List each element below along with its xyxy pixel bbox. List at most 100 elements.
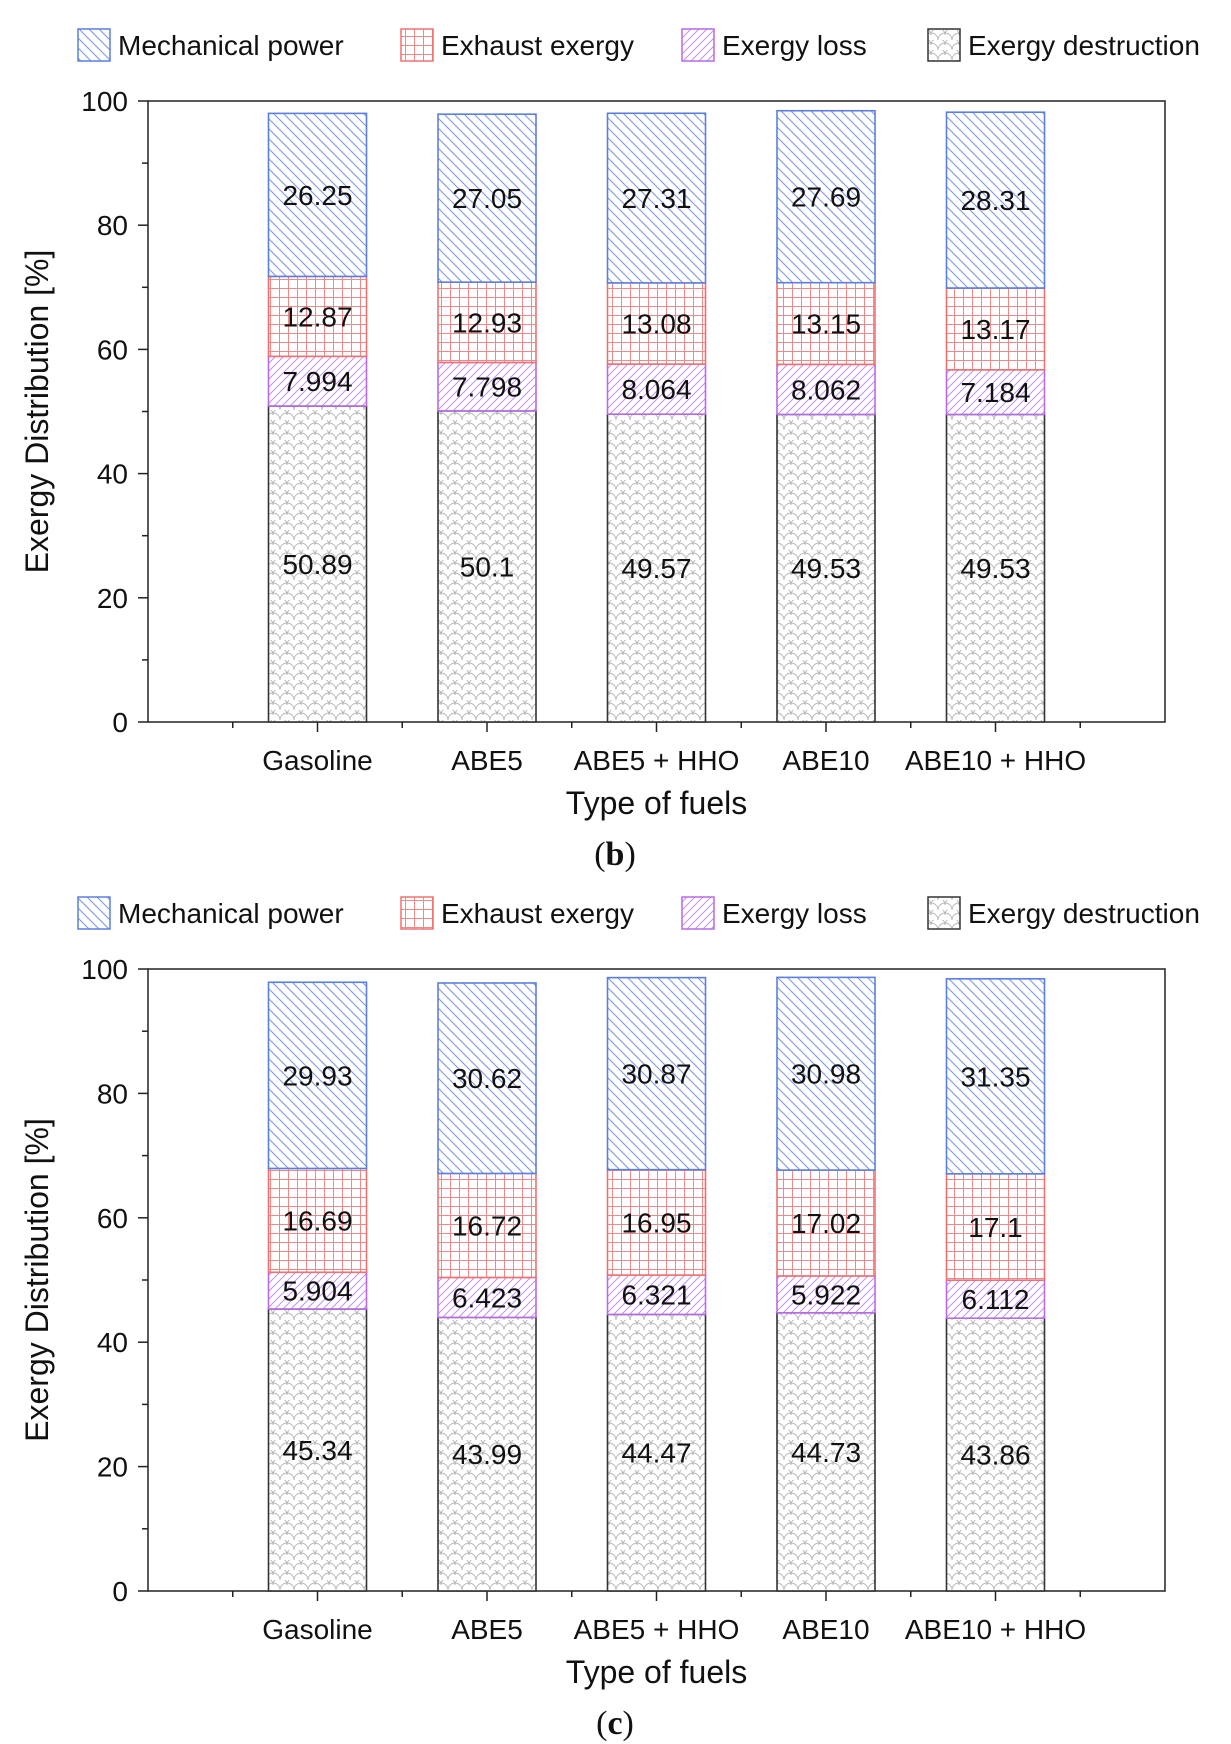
data-label-destruction-abe10-hho-c: 43.86 xyxy=(960,1440,1030,1471)
data-label-exhaust-abe10-c: 17.02 xyxy=(791,1208,861,1239)
bar-mechanical-abe10-hho-b xyxy=(945,111,1046,289)
bar-mechanical-gasoline-b xyxy=(267,112,368,278)
panel-label-c: (c) xyxy=(596,1705,634,1742)
legend-swatch-loss-c xyxy=(681,896,715,930)
y-tick-label-0-c: 0 xyxy=(112,1576,128,1607)
bar-destruction-abe10-c xyxy=(776,1311,876,1592)
y-tick-label-100-c: 100 xyxy=(81,954,128,985)
data-label-exhaust-gasoline-b: 12.87 xyxy=(282,301,352,332)
bar-exhaust-abe10-hho-b xyxy=(945,287,1046,371)
y-axis-label-b: Exergy Distribution [%] xyxy=(19,250,55,574)
data-label-loss-abe10-hho-c: 6.112 xyxy=(962,1284,1030,1315)
bar-exhaust-abe10-c xyxy=(776,1169,876,1277)
legend-swatch-mechanical-c xyxy=(77,896,111,930)
data-label-mechanical-abe10-c: 30.98 xyxy=(791,1059,861,1090)
data-label-loss-abe10-c: 5.922 xyxy=(791,1279,861,1310)
data-label-mechanical-gasoline-b: 26.25 xyxy=(282,180,352,211)
data-label-mechanical-abe10-hho-c: 31.35 xyxy=(960,1061,1030,1092)
y-tick-label-60-c: 60 xyxy=(97,1203,128,1234)
x-tick-label-abe10-c: ABE10 xyxy=(782,1614,869,1645)
bar-mechanical-abe10-b xyxy=(776,109,876,284)
bar-destruction-gasoline-b xyxy=(267,405,368,723)
panel-label-b: (b) xyxy=(594,836,636,873)
data-label-exhaust-abe10-b: 13.15 xyxy=(791,309,861,340)
data-label-mechanical-abe10-hho-b: 28.31 xyxy=(960,185,1030,216)
bar-exhaust-abe10-b xyxy=(776,281,876,366)
data-label-destruction-gasoline-b: 50.89 xyxy=(282,549,352,580)
data-label-exhaust-abe10-hho-b: 13.17 xyxy=(960,314,1030,345)
data-label-destruction-abe5-hho-b: 49.57 xyxy=(621,553,691,584)
x-tick-label-gasoline-b: Gasoline xyxy=(262,745,373,776)
legend-label-loss-b: Exergy loss xyxy=(722,30,867,61)
x-tick-label-abe5-hho-c: ABE5 + HHO xyxy=(574,1614,740,1645)
bar-destruction-abe10-b xyxy=(776,413,876,723)
data-label-loss-abe10-hho-b: 7.184 xyxy=(960,377,1030,408)
y-tick-label-80-c: 80 xyxy=(97,1078,128,1109)
data-label-exhaust-abe10-hho-c: 17.1 xyxy=(968,1212,1023,1243)
data-label-destruction-gasoline-c: 45.34 xyxy=(282,1435,352,1466)
legend-label-exhaust-c: Exhaust exergy xyxy=(441,898,634,929)
data-label-loss-abe5-b: 7.798 xyxy=(452,372,522,403)
legend-swatch-exhaust-b xyxy=(400,28,434,62)
bar-destruction-abe5-b xyxy=(437,410,537,723)
data-label-mechanical-abe5-hho-c: 30.87 xyxy=(621,1059,691,1090)
data-label-exhaust-abe5-hho-c: 16.95 xyxy=(621,1207,691,1238)
data-label-mechanical-abe10-b: 27.69 xyxy=(791,182,861,213)
y-tick-label-20-b: 20 xyxy=(97,583,128,614)
y-tick-label-100-b: 100 xyxy=(81,86,128,117)
legend-label-exhaust-b: Exhaust exergy xyxy=(441,30,634,61)
legend-label-mechanical-c: Mechanical power xyxy=(118,898,344,929)
legend-swatch-destruction-c xyxy=(927,896,961,930)
data-label-destruction-abe5-b: 50.1 xyxy=(460,551,515,582)
bar-loss-abe10-hho-b xyxy=(945,369,1046,416)
bar-loss-gasoline-c xyxy=(267,1271,368,1310)
bar-exhaust-gasoline-c xyxy=(267,1167,368,1274)
x-tick-label-gasoline-c: Gasoline xyxy=(262,1614,373,1645)
data-label-loss-abe5-c: 6.423 xyxy=(452,1282,522,1313)
bar-mechanical-abe5-hho-b xyxy=(606,112,707,284)
legend-swatch-mechanical-b xyxy=(77,28,111,62)
legend-swatch-destruction-b xyxy=(927,28,961,62)
bar-loss-abe5-c xyxy=(437,1276,537,1319)
bar-mechanical-gasoline-c xyxy=(267,981,368,1170)
data-label-destruction-abe5-hho-c: 44.47 xyxy=(621,1438,691,1469)
data-label-exhaust-abe5-c: 16.72 xyxy=(452,1210,522,1241)
data-label-loss-abe5-hho-b: 8.064 xyxy=(621,374,691,405)
data-label-exhaust-abe5-b: 12.93 xyxy=(452,307,522,338)
bar-exhaust-abe10-hho-c xyxy=(945,1173,1046,1281)
data-label-loss-gasoline-c: 5.904 xyxy=(282,1276,352,1307)
bar-destruction-abe10-hho-b xyxy=(945,413,1046,723)
y-tick-label-80-b: 80 xyxy=(97,210,128,241)
data-label-destruction-abe10-c: 44.73 xyxy=(791,1437,861,1468)
bar-loss-abe10-hho-c xyxy=(945,1279,1046,1319)
legend-label-destruction-c: Exergy destruction xyxy=(968,898,1200,929)
y-axis-label-c: Exergy Distribution [%] xyxy=(19,1118,55,1442)
chart-panel-b: 0 20 40 60 80 100 Gasoline ABE5 ABE5 + HHO ABE10 A… xyxy=(19,86,1166,821)
bar-destruction-abe10-hho-c xyxy=(945,1317,1046,1592)
data-label-loss-abe10-b: 8.062 xyxy=(791,374,861,405)
legend-panel-c: Mechanical power Exhaust exergy Exergy los… xyxy=(77,896,1200,930)
bar-loss-gasoline-b xyxy=(267,355,368,407)
legend-label-destruction-b: Exergy destruction xyxy=(968,30,1200,61)
y-tick-label-40-b: 40 xyxy=(97,459,128,490)
data-label-mechanical-abe5-hho-b: 27.31 xyxy=(621,183,691,214)
legend-swatch-exhaust-c xyxy=(400,896,434,930)
data-label-loss-abe5-hho-c: 6.321 xyxy=(621,1280,691,1311)
y-tick-label-60-b: 60 xyxy=(97,334,128,365)
x-tick-label-abe5-hho-b: ABE5 + HHO xyxy=(574,745,740,776)
bar-destruction-abe5-hho-c xyxy=(606,1313,707,1592)
bar-mechanical-abe10-c xyxy=(776,976,876,1171)
legend-panel-b: Mechanical power Exhaust exergy Exergy los… xyxy=(77,28,1200,62)
bar-loss-abe5-hho-b xyxy=(606,363,707,415)
y-tick-label-20-c: 20 xyxy=(97,1452,128,1483)
x-tick-label-abe10-hho-c: ABE10 + HHO xyxy=(905,1614,1086,1645)
bar-mechanical-abe10-hho-c xyxy=(945,978,1046,1175)
x-tick-label-abe5-c: ABE5 xyxy=(451,1614,523,1645)
bar-exhaust-abe5-b xyxy=(437,281,537,364)
data-label-mechanical-abe5-c: 30.62 xyxy=(452,1063,522,1094)
bar-loss-abe10-c xyxy=(776,1275,876,1314)
bar-exhaust-abe5-hho-c xyxy=(606,1168,707,1276)
legend-label-mechanical-b: Mechanical power xyxy=(118,30,344,61)
legend-label-loss-c: Exergy loss xyxy=(722,898,867,929)
